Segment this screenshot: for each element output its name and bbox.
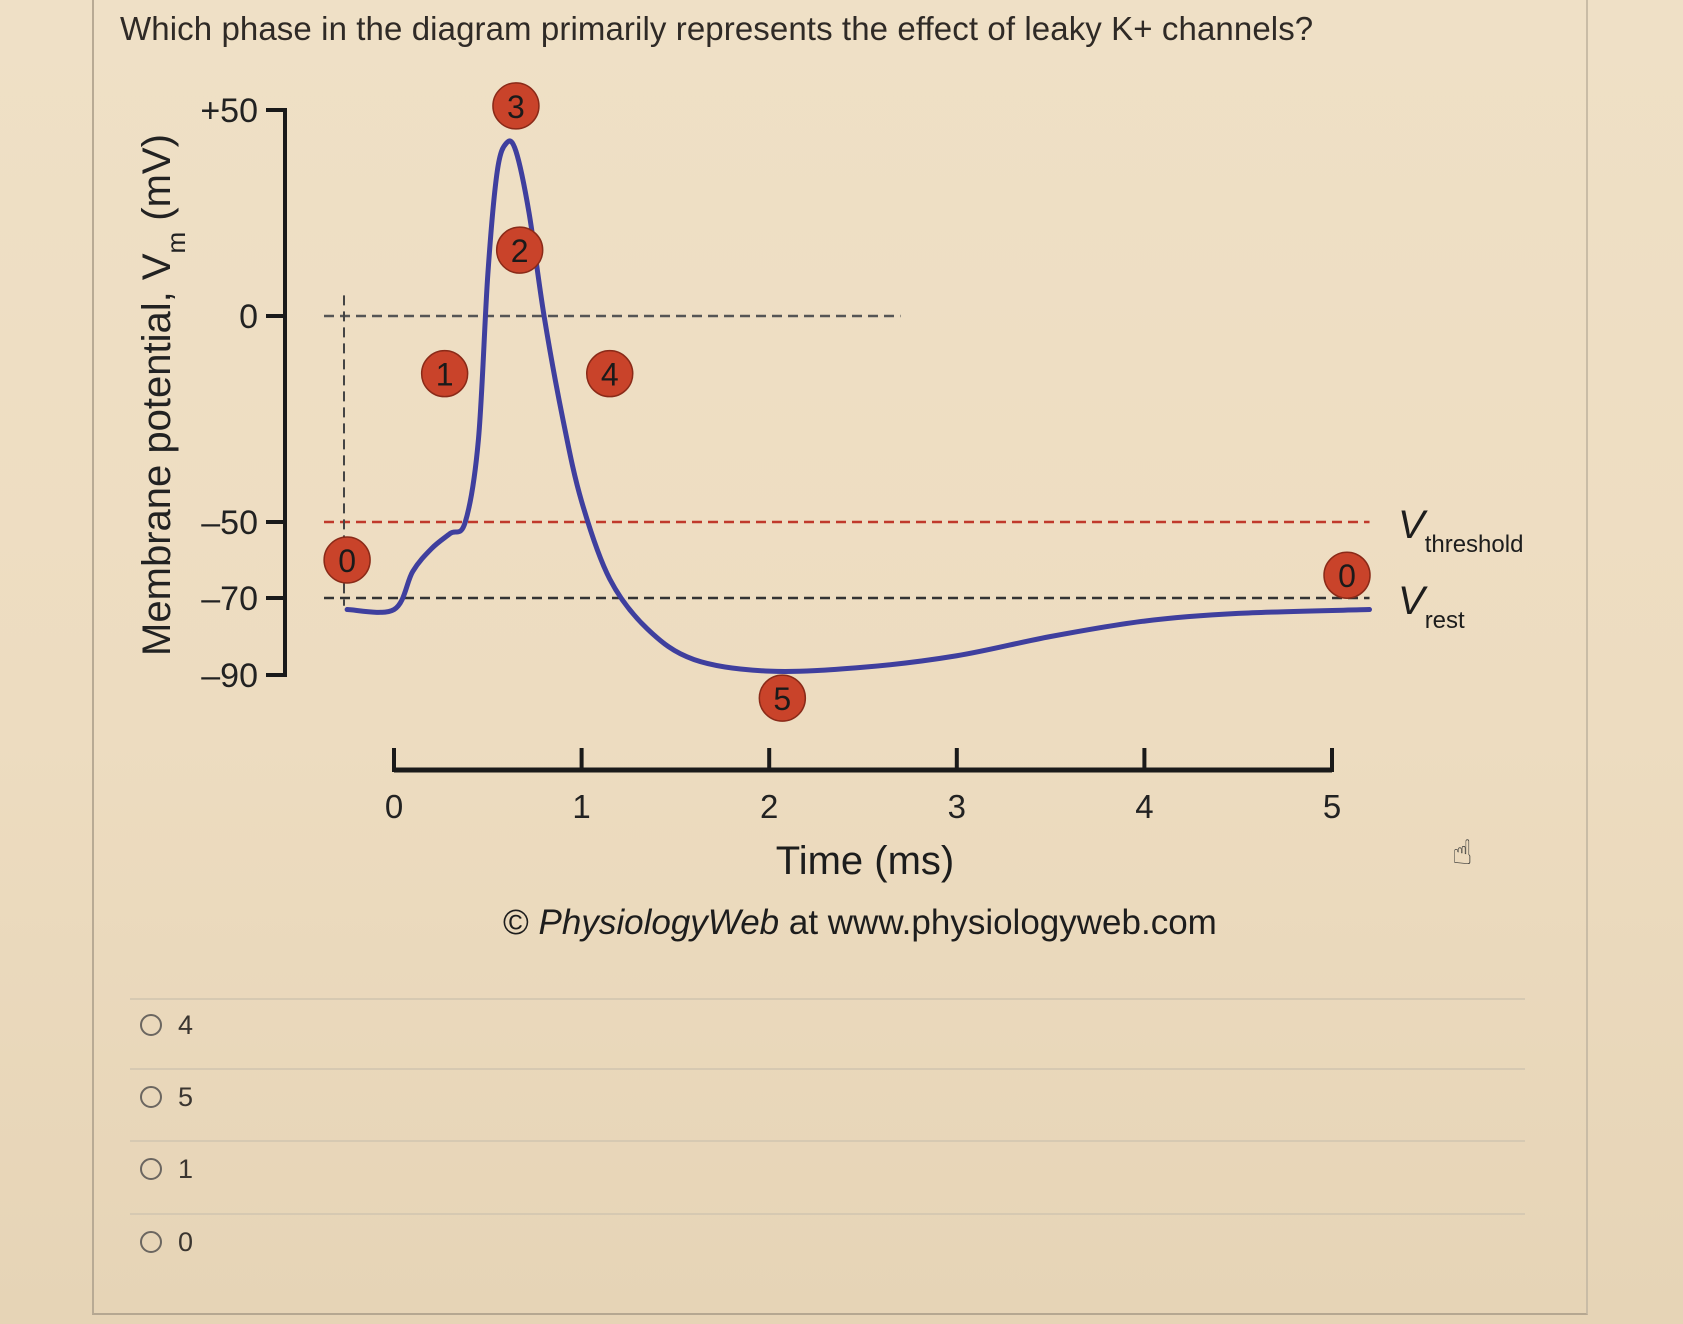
divider <box>130 1213 1525 1215</box>
reference-label-v: V <box>1398 579 1428 623</box>
phase-marker-circle <box>758 674 807 722</box>
reference-label-subscript: rest <box>1425 607 1465 634</box>
phase-marker: 5 <box>758 674 807 722</box>
option-label: 0 <box>178 1226 194 1257</box>
y-tick-label: –90 <box>201 657 258 695</box>
x-tick-label: 2 <box>760 788 778 825</box>
x-tick-label: 3 <box>948 788 966 825</box>
phase-marker: 4 <box>585 349 634 398</box>
radio-button[interactable] <box>140 1231 162 1253</box>
answer-option[interactable]: 5 <box>140 1080 193 1114</box>
curve-path <box>344 138 1373 674</box>
radio-button[interactable] <box>140 1086 162 1108</box>
phase-marker: 2 <box>495 226 544 274</box>
y-tick-label: 0 <box>239 298 258 336</box>
option-label: 5 <box>178 1081 194 1112</box>
phase-marker-label: 0 <box>338 543 356 579</box>
y-axis-title-subscript: m <box>161 232 191 254</box>
divider <box>130 1140 1525 1142</box>
radio-button[interactable] <box>140 1014 162 1036</box>
copyright-symbol: © <box>503 903 529 942</box>
phase-marker-label: 2 <box>511 233 529 269</box>
reference-line-label: Vthreshold <box>1398 503 1523 558</box>
phase-markers: 0 1 2 3 4 5 0 <box>323 82 1371 722</box>
phase-marker: 1 <box>420 349 469 398</box>
phase-marker-label: 5 <box>773 681 791 717</box>
divider <box>130 998 1525 1000</box>
y-axis-label: Membrane potential, Vm (mV) <box>135 134 191 656</box>
y-axis: +50 0 –50 –70 –90 <box>200 92 287 695</box>
option-label: 1 <box>178 1153 194 1184</box>
credit-brand: PhysiologyWeb <box>538 903 780 942</box>
y-tick-label: –50 <box>201 504 258 542</box>
image-credit: © PhysiologyWeb at www.physiologyweb.com <box>503 903 1217 943</box>
phase-marker-circle <box>1323 551 1371 599</box>
x-axis: 0 1 2 3 4 5 Time (ms) <box>385 748 1341 883</box>
reference-label-subscript: threshold <box>1425 531 1524 558</box>
phase-marker-label: 0 <box>1338 558 1356 594</box>
y-axis-title-unit: (mV) <box>135 134 179 232</box>
x-tick-label: 1 <box>572 788 590 825</box>
phase-marker-label: 3 <box>507 89 525 125</box>
x-tick-label: 5 <box>1323 788 1341 825</box>
y-axis-title: Membrane potential, Vm (mV) <box>135 134 191 656</box>
answer-option[interactable]: 4 <box>140 1008 193 1042</box>
question-text: Which phase in the diagram primarily rep… <box>120 10 1314 47</box>
phase-marker-circle <box>323 536 371 584</box>
hand-cursor-icon: ☝ <box>1452 834 1473 872</box>
question-card <box>92 0 1588 1315</box>
phase-marker-label: 4 <box>601 357 619 393</box>
phase-marker-circle <box>492 82 540 130</box>
credit-url: at www.physiologyweb.com <box>779 903 1217 942</box>
y-axis-title-main: Membrane potential, V <box>135 253 179 656</box>
phase-marker-circle <box>420 349 469 398</box>
answer-option[interactable]: 0 <box>140 1225 193 1259</box>
membrane-potential-curve <box>344 138 1373 674</box>
phase-marker-label: 1 <box>436 357 454 393</box>
reference-line-label: Vrest <box>1398 579 1465 634</box>
x-tick-label: 0 <box>385 788 403 825</box>
phase-marker: 3 <box>492 82 540 130</box>
y-tick-label: –70 <box>201 580 258 618</box>
answer-option[interactable]: 1 <box>140 1152 193 1186</box>
phase-marker: 0 <box>1323 551 1371 599</box>
phase-marker: 0 <box>323 536 371 584</box>
radio-button[interactable] <box>140 1158 162 1180</box>
phase-marker-circle <box>495 226 544 274</box>
reference-label-v: V <box>1398 503 1428 547</box>
y-tick-label: +50 <box>200 92 258 130</box>
x-tick-label: 4 <box>1135 788 1153 825</box>
option-label: 4 <box>178 1009 194 1040</box>
x-axis-title: Time (ms) <box>776 839 954 883</box>
phase-marker-circle <box>585 349 634 398</box>
divider <box>130 1068 1525 1070</box>
